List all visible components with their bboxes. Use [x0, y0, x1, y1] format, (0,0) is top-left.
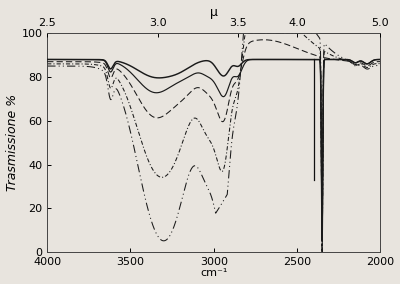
X-axis label: cm⁻¹: cm⁻¹	[200, 268, 228, 278]
Y-axis label: Trasmissione %: Trasmissione %	[6, 94, 18, 191]
X-axis label: μ: μ	[210, 6, 218, 18]
